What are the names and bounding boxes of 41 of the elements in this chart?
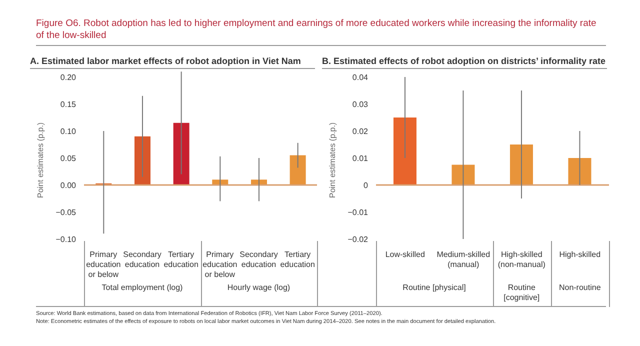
chart-subtitle: A. Estimated labor market effects of robot adoption in Viet Nam	[30, 56, 315, 69]
y-tick-label: 0.01	[352, 154, 369, 163]
y-tick-label: −0.05	[56, 208, 77, 217]
y-tick-label: 0.15	[60, 100, 77, 109]
x-tick-label: High-skilled (non-manual)	[498, 250, 546, 269]
x-tick-label: Low-skilled	[385, 250, 425, 259]
x-tick-label: Primary education or below	[86, 250, 121, 279]
bar	[393, 118, 416, 185]
y-tick-label: 0.20	[60, 72, 77, 82]
y-tick-label: 0.10	[60, 126, 77, 136]
bar	[568, 158, 592, 185]
y-tick-label: 0.00	[60, 180, 77, 190]
y-tick-label: −0.10	[56, 234, 77, 244]
text: Hourly wage (log)	[226, 283, 292, 293]
x-tick-label: Medium-skilled (manual)	[436, 250, 490, 269]
x-tick-label: Tertiary education	[280, 250, 315, 269]
x-tick-label: High-skilled	[559, 250, 601, 259]
y-tick-label: 0	[364, 180, 369, 190]
x-tick-label: Primary education or below	[202, 250, 238, 279]
y-tick-label: 0.02	[352, 126, 369, 136]
text: Routine [physical]	[402, 283, 467, 293]
chart-title: Figure O6. Robot adoption has led to higher employment and earnings of more educated workers while increasing the informality rate of the low-skilled	[36, 18, 606, 46]
bar	[290, 155, 306, 185]
y-axis-title: Point estimates (p.p.)	[36, 122, 45, 198]
bar	[134, 136, 150, 185]
y-tick-label: 0.04	[352, 72, 369, 82]
x-tick-label: Secondary education	[240, 250, 278, 269]
chart-subtitle: B. Estimated effects of robot adoption on districts’ informality rate	[322, 56, 607, 69]
y-tick-label: 0.03	[352, 100, 369, 109]
y-tick-label: 0.05	[60, 154, 77, 163]
y-tick-label: −0.02	[348, 234, 369, 244]
text: Routine [cognitive]	[502, 283, 541, 303]
text: Total employment (log)	[100, 283, 184, 293]
y-tick-label: −0.01	[348, 208, 369, 217]
bar	[510, 144, 533, 185]
bar	[452, 164, 475, 185]
y-axis-title: Point estimates (p.p.)	[328, 122, 337, 198]
text: Non-routine	[558, 283, 602, 293]
x-tick-label: Secondary education	[123, 250, 162, 269]
x-tick-label: Tertiary education	[164, 250, 198, 269]
bar	[173, 122, 190, 185]
